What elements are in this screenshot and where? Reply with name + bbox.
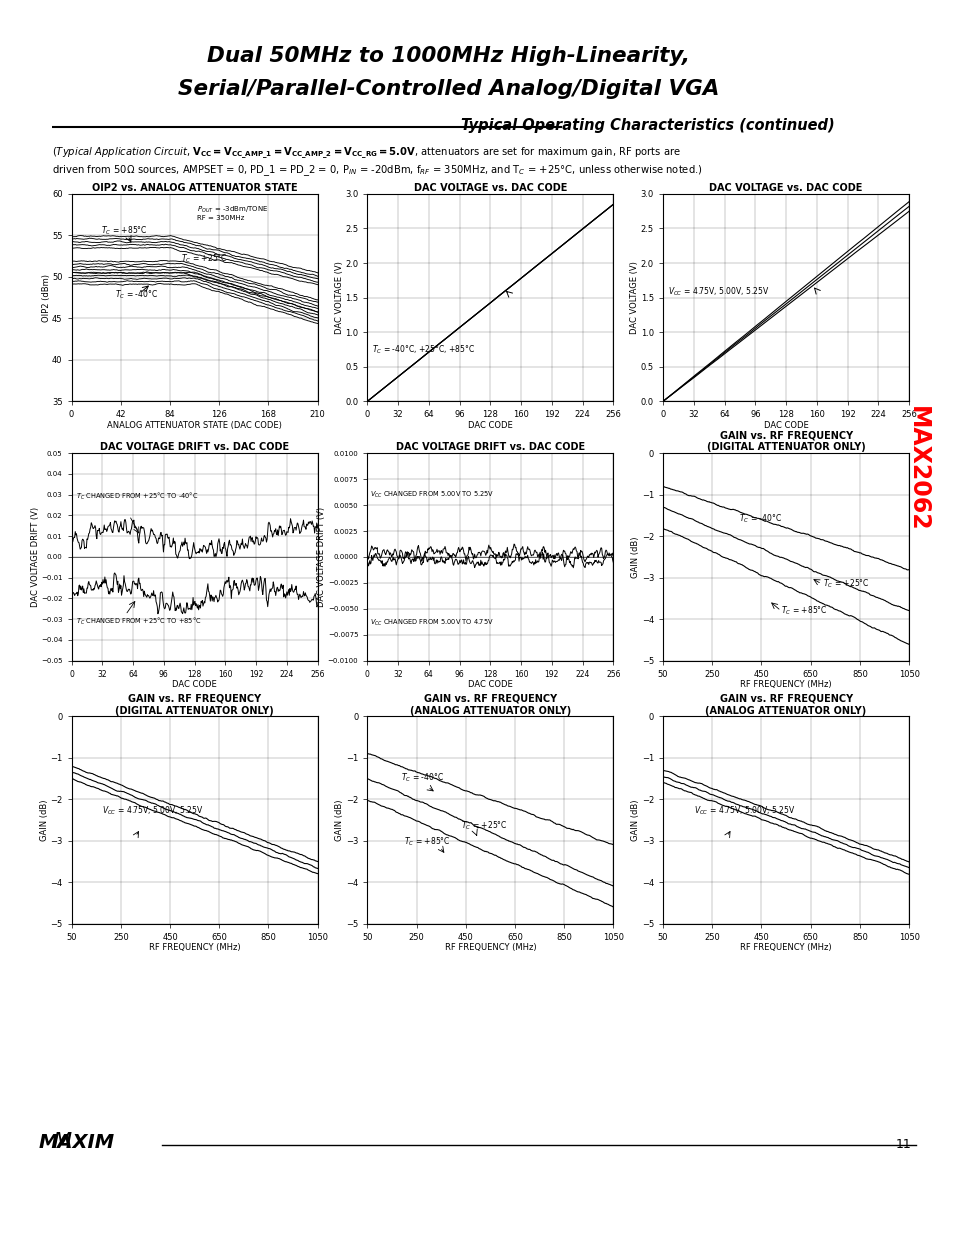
Y-axis label: DAC VOLTAGE DRIFT (V): DAC VOLTAGE DRIFT (V): [317, 506, 326, 608]
Text: Serial/Parallel-Controlled Analog/Digital VGA: Serial/Parallel-Controlled Analog/Digita…: [177, 79, 719, 99]
Title: DAC VOLTAGE vs. DAC CODE: DAC VOLTAGE vs. DAC CODE: [709, 183, 862, 193]
X-axis label: DAC CODE: DAC CODE: [172, 680, 216, 689]
X-axis label: RF FREQUENCY (MHz): RF FREQUENCY (MHz): [740, 944, 831, 952]
Text: $V_{CC}$ = 4.75V, 5.00V, 5.25V: $V_{CC}$ = 4.75V, 5.00V, 5.25V: [693, 805, 795, 818]
Text: $T_C$ = -40°C: $T_C$ = -40°C: [400, 772, 443, 784]
Text: $T_C$ = +85°C: $T_C$ = +85°C: [781, 604, 827, 616]
Y-axis label: OIP2 (dBm): OIP2 (dBm): [42, 274, 51, 321]
Y-axis label: DAC VOLTAGE (V): DAC VOLTAGE (V): [630, 261, 639, 335]
Text: $P_{OUT}$ = -3dBm/TONE: $P_{OUT}$ = -3dBm/TONE: [196, 205, 268, 215]
Text: ($\it{Typical\ Application\ Circuit}$, $\bf{V_{CC} = V_{CC\_AMP\_1} = V_{CC\_AMP: ($\it{Typical\ Application\ Circuit}$, $…: [52, 146, 680, 161]
X-axis label: RF FREQUENCY (MHz): RF FREQUENCY (MHz): [149, 944, 240, 952]
Title: GAIN vs. RF FREQUENCY
(DIGITAL ATTENUATOR ONLY): GAIN vs. RF FREQUENCY (DIGITAL ATTENUATO…: [706, 431, 864, 452]
Text: $T_C$ = -40°C, +25°C, +85°C: $T_C$ = -40°C, +25°C, +85°C: [372, 345, 475, 357]
Text: $V_{CC}$ = 4.75V, 5.00V, 5.25V: $V_{CC}$ = 4.75V, 5.00V, 5.25V: [667, 285, 768, 298]
X-axis label: RF FREQUENCY (MHz): RF FREQUENCY (MHz): [740, 680, 831, 689]
Text: MAX2062: MAX2062: [904, 406, 929, 532]
Y-axis label: DAC VOLTAGE DRIFT (V): DAC VOLTAGE DRIFT (V): [30, 506, 39, 608]
Text: driven from 50$\Omega$ sources, AMPSET = 0, PD_1 = PD_2 = 0, P$_{IN}$ = -20dBm, : driven from 50$\Omega$ sources, AMPSET =…: [52, 163, 702, 178]
Text: $T_C$ CHANGED FROM +25°C TO +85°C: $T_C$ CHANGED FROM +25°C TO +85°C: [76, 615, 202, 626]
Title: DAC VOLTAGE vs. DAC CODE: DAC VOLTAGE vs. DAC CODE: [414, 183, 566, 193]
X-axis label: RF FREQUENCY (MHz): RF FREQUENCY (MHz): [444, 944, 536, 952]
Text: $V_{CC}$ CHANGED FROM 5.00V TO 5.25V: $V_{CC}$ CHANGED FROM 5.00V TO 5.25V: [370, 490, 494, 500]
Text: Typical Operating Characteristics (continued): Typical Operating Characteristics (conti…: [460, 119, 834, 133]
Y-axis label: GAIN (dB): GAIN (dB): [631, 799, 639, 841]
Title: DAC VOLTAGE DRIFT vs. DAC CODE: DAC VOLTAGE DRIFT vs. DAC CODE: [395, 442, 584, 452]
Y-axis label: GAIN (dB): GAIN (dB): [335, 799, 344, 841]
X-axis label: DAC CODE: DAC CODE: [468, 680, 512, 689]
Text: $T_C$ = +85°C: $T_C$ = +85°C: [101, 225, 148, 237]
X-axis label: DAC CODE: DAC CODE: [763, 421, 807, 430]
Text: $V_{CC}$ = 4.75V, 5.00V, 5.25V: $V_{CC}$ = 4.75V, 5.00V, 5.25V: [102, 805, 204, 818]
Text: $T_C$ = +25°C: $T_C$ = +25°C: [180, 253, 227, 266]
Text: $\mathit{M}$: $\mathit{M}$: [52, 1132, 73, 1152]
Title: GAIN vs. RF FREQUENCY
(ANALOG ATTENUATOR ONLY): GAIN vs. RF FREQUENCY (ANALOG ATTENUATOR…: [409, 694, 571, 715]
Text: $T_C$ = +25°C: $T_C$ = +25°C: [822, 577, 869, 589]
Text: $T_C$ = +25°C: $T_C$ = +25°C: [460, 819, 507, 832]
Text: $T_C$ = +85°C: $T_C$ = +85°C: [404, 836, 451, 848]
X-axis label: DAC CODE: DAC CODE: [468, 421, 512, 430]
Text: RF = 350MHz: RF = 350MHz: [196, 215, 244, 221]
Text: $V_{CC}$ CHANGED FROM 5.00V TO 4.75V: $V_{CC}$ CHANGED FROM 5.00V TO 4.75V: [370, 618, 494, 627]
Y-axis label: GAIN (dB): GAIN (dB): [40, 799, 49, 841]
Text: MAXIM: MAXIM: [38, 1132, 114, 1152]
X-axis label: ANALOG ATTENUATOR STATE (DAC CODE): ANALOG ATTENUATOR STATE (DAC CODE): [107, 421, 282, 430]
Text: Dual 50MHz to 1000MHz High-Linearity,: Dual 50MHz to 1000MHz High-Linearity,: [207, 46, 689, 65]
Text: 11: 11: [894, 1139, 910, 1151]
Text: $T_C$ = -40°C: $T_C$ = -40°C: [739, 513, 781, 525]
Title: OIP2 vs. ANALOG ATTENUATOR STATE: OIP2 vs. ANALOG ATTENUATOR STATE: [91, 183, 297, 193]
Title: DAC VOLTAGE DRIFT vs. DAC CODE: DAC VOLTAGE DRIFT vs. DAC CODE: [100, 442, 289, 452]
Title: GAIN vs. RF FREQUENCY
(DIGITAL ATTENUATOR ONLY): GAIN vs. RF FREQUENCY (DIGITAL ATTENUATO…: [115, 694, 274, 715]
Title: GAIN vs. RF FREQUENCY
(ANALOG ATTENUATOR ONLY): GAIN vs. RF FREQUENCY (ANALOG ATTENUATOR…: [704, 694, 866, 715]
Y-axis label: GAIN (dB): GAIN (dB): [631, 536, 639, 578]
Text: $T_C$ CHANGED FROM +25°C TO -40°C: $T_C$ CHANGED FROM +25°C TO -40°C: [76, 490, 198, 503]
Y-axis label: DAC VOLTAGE (V): DAC VOLTAGE (V): [335, 261, 343, 335]
Text: $T_C$ = -40°C: $T_C$ = -40°C: [114, 289, 158, 301]
